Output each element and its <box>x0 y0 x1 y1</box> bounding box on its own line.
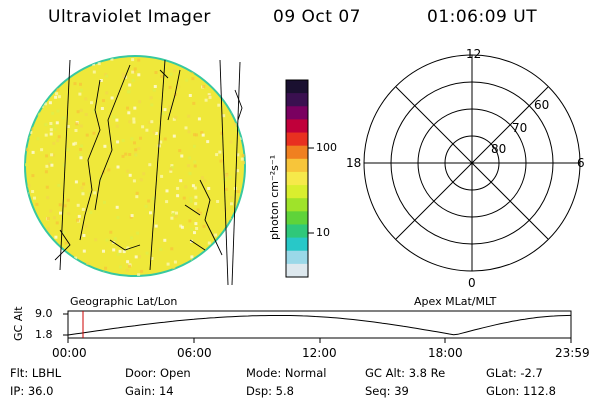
gc-alt-info: GC Alt: 3.8 Re <box>365 366 446 380</box>
door-info: Door: Open <box>125 366 191 380</box>
glat-info: GLat: -2.7 <box>486 366 543 380</box>
time-tick-2359: 23:59 <box>555 346 590 360</box>
time-tick-1800: 18:00 <box>428 346 463 360</box>
mlat-label-80: 80 <box>491 142 507 156</box>
filter-info: Flt: LBHL <box>10 366 62 380</box>
mlat-label-60: 60 <box>534 98 550 112</box>
colorbar-segment <box>286 224 308 239</box>
colorbar-segment <box>286 119 308 134</box>
altitude-ylabel: GC Alt <box>12 306 25 341</box>
date-label: 09 Oct 07 <box>273 7 361 27</box>
mlat-label-70: 70 <box>512 121 528 135</box>
colorbar-unit-label: photon cm⁻²s⁻¹ <box>268 154 281 240</box>
colorbar <box>286 80 308 278</box>
colorbar-segment <box>286 171 308 186</box>
colorbar-segment <box>286 250 308 265</box>
colorbar-segment <box>286 263 308 278</box>
colorbar-segment <box>286 80 308 94</box>
mlt-label-18: 18 <box>346 156 362 170</box>
apex-label: Apex MLat/MLT <box>414 295 497 308</box>
colorbar-segment <box>286 237 308 252</box>
dsp-info: Dsp: 5.8 <box>246 384 294 398</box>
app-title: Ultraviolet Imager <box>48 7 211 27</box>
colorbar-segment <box>286 106 308 120</box>
altitude-ytick-low: 1.8 <box>35 328 53 341</box>
polar-plot <box>363 54 581 272</box>
colorbar-segment <box>286 185 308 199</box>
coastlines <box>54 59 243 286</box>
seq-info: Seq: 39 <box>365 384 409 398</box>
mlt-label-0: 0 <box>468 276 476 290</box>
colorbar-segment <box>286 211 308 226</box>
colorbar-segment <box>286 145 308 160</box>
colorbar-tick-label-10: 10 <box>316 226 330 239</box>
colorbar-segment <box>286 158 308 173</box>
gain-info: Gain: 14 <box>125 384 174 398</box>
time-label: 01:06:09 UT <box>427 7 538 27</box>
altitude-ytick-high: 9.0 <box>35 307 53 320</box>
mode-info: Mode: Normal <box>246 366 327 380</box>
colorbar-tick-label-100: 100 <box>316 141 337 154</box>
colorbar-segment <box>286 93 308 107</box>
time-tick-0000: 00:00 <box>52 346 87 360</box>
mlt-label-12: 12 <box>466 47 482 61</box>
geographic-label: Geographic Lat/Lon <box>70 295 178 308</box>
earth-disk <box>24 55 246 277</box>
mlt-label-6: 6 <box>577 156 585 170</box>
ip-info: IP: 36.0 <box>10 384 54 398</box>
time-tick-1200: 12:00 <box>302 346 337 360</box>
colorbar-segment <box>286 198 308 212</box>
glon-info: GLon: 112.8 <box>486 384 556 398</box>
altitude-plot <box>63 310 572 343</box>
colorbar-segment <box>286 132 308 147</box>
colorbar-frame <box>285 79 309 278</box>
time-tick-0600: 06:00 <box>177 346 212 360</box>
